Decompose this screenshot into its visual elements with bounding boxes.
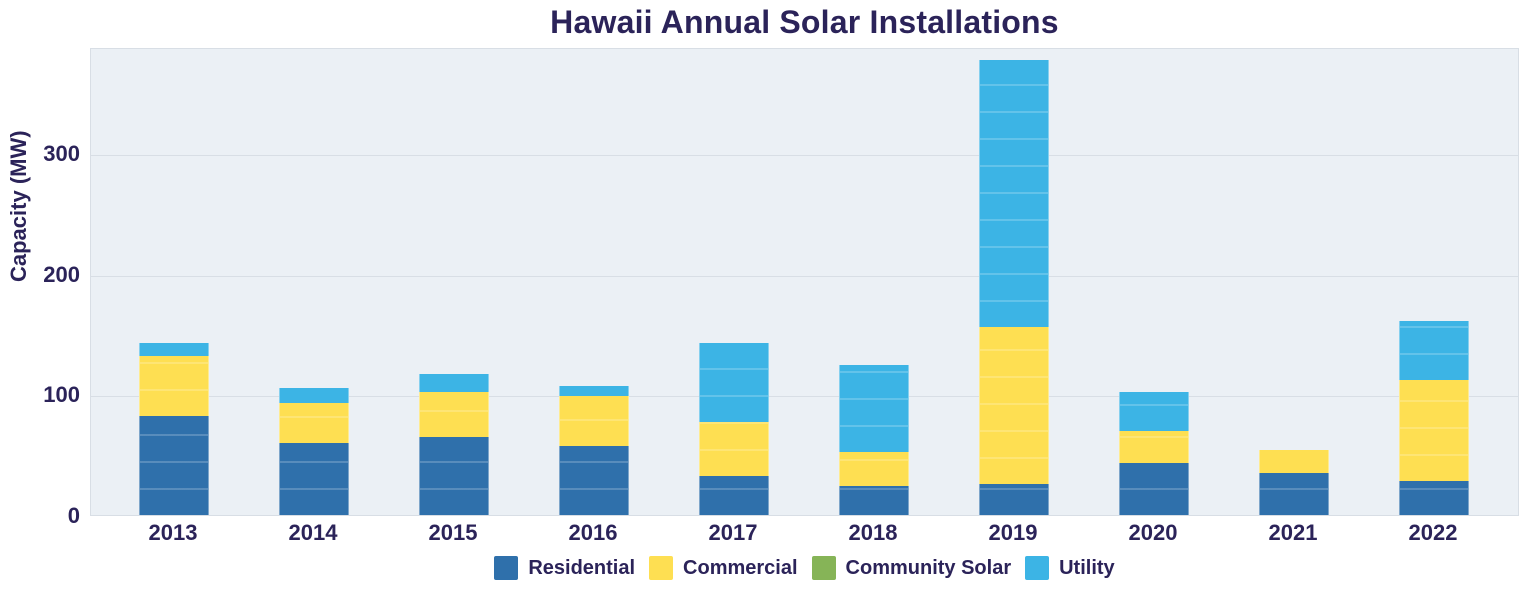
bar-2013[interactable] (139, 342, 209, 515)
bar-segment-residential[interactable] (979, 483, 1049, 516)
x-tick-2019: 2019 (988, 520, 1038, 545)
legend-swatch-icon (494, 556, 519, 580)
bar-segment-utility[interactable] (559, 385, 629, 396)
gridline-100 (91, 396, 1518, 398)
bar-segment-utility[interactable] (979, 60, 1049, 327)
legend-item-utility[interactable]: Utility (1025, 556, 1115, 580)
bar-segment-residential[interactable] (699, 476, 769, 515)
x-tick-2021: 2021 (1268, 520, 1318, 545)
bar-segment-residential[interactable] (419, 436, 489, 516)
legend-swatch-icon (811, 556, 836, 580)
gridline-200 (91, 275, 1518, 277)
x-tick-2022: 2022 (1408, 520, 1458, 545)
bar-segment-commercial[interactable] (139, 355, 209, 417)
bar-segment-residential[interactable] (139, 416, 209, 515)
x-tick-2018: 2018 (848, 520, 898, 545)
bar-2022[interactable] (1399, 320, 1469, 515)
legend-item-commercial[interactable]: Commercial (649, 556, 798, 580)
bar-segment-commercial[interactable] (419, 391, 489, 437)
x-tick-2013: 2013 (148, 520, 198, 545)
bar-segment-utility[interactable] (699, 342, 769, 423)
bar-segment-utility[interactable] (279, 388, 349, 404)
x-tick-2016: 2016 (568, 520, 618, 545)
plot-area (90, 48, 1519, 516)
bar-segment-residential[interactable] (1259, 472, 1329, 516)
bar-2016[interactable] (559, 385, 629, 515)
bar-segment-residential[interactable] (839, 486, 909, 515)
bar-segment-utility[interactable] (839, 365, 909, 453)
bar-2015[interactable] (419, 373, 489, 516)
legend: Residential Commercial Community Solar Util… (90, 556, 1519, 580)
bar-2019[interactable] (979, 60, 1049, 516)
y-tick-100: 100 (43, 382, 80, 408)
bar-segment-commercial[interactable] (1399, 379, 1469, 482)
x-tick-2015: 2015 (428, 520, 478, 545)
bar-2018[interactable] (839, 365, 909, 515)
y-tick-200: 200 (43, 261, 80, 287)
bar-segment-utility[interactable] (419, 373, 489, 393)
x-tick-2014: 2014 (288, 520, 338, 545)
chart-title: Hawaii Annual Solar Installations (550, 4, 1059, 40)
bar-2014[interactable] (279, 388, 349, 516)
legend-item-residential[interactable]: Residential (494, 556, 635, 580)
bar-segment-residential[interactable] (1119, 463, 1189, 515)
bar-segment-residential[interactable] (279, 442, 349, 516)
legend-label: Utility (1059, 556, 1115, 579)
x-tick-2020: 2020 (1128, 520, 1178, 545)
bar-segment-commercial[interactable] (1259, 449, 1329, 473)
legend-item-community-solar[interactable]: Community Solar (811, 556, 1012, 580)
bar-segment-residential[interactable] (559, 446, 629, 515)
bar-segment-utility[interactable] (1399, 320, 1469, 381)
bar-2021[interactable] (1259, 449, 1329, 516)
y-tick-300: 300 (43, 141, 80, 167)
bar-segment-commercial[interactable] (979, 326, 1049, 484)
bar-segment-commercial[interactable] (1119, 430, 1189, 464)
bar-segment-utility[interactable] (1119, 391, 1189, 431)
legend-label: Residential (528, 556, 636, 579)
bar-segment-commercial[interactable] (699, 422, 769, 477)
bar-2020[interactable] (1119, 391, 1189, 515)
bar-segment-commercial[interactable] (279, 402, 349, 443)
legend-swatch-icon (649, 556, 674, 580)
bar-segment-commercial[interactable] (559, 395, 629, 447)
bar-2017[interactable] (699, 342, 769, 515)
legend-swatch-icon (1025, 556, 1050, 580)
x-tick-2017: 2017 (708, 520, 758, 545)
y-tick-0: 0 (67, 503, 80, 528)
legend-label: Community Solar (845, 556, 1012, 579)
bar-segment-residential[interactable] (1399, 481, 1469, 515)
bar-segment-commercial[interactable] (839, 452, 909, 487)
legend-label: Commercial (683, 556, 798, 579)
gridline-300 (91, 155, 1518, 157)
bar-segment-utility[interactable] (139, 342, 209, 357)
